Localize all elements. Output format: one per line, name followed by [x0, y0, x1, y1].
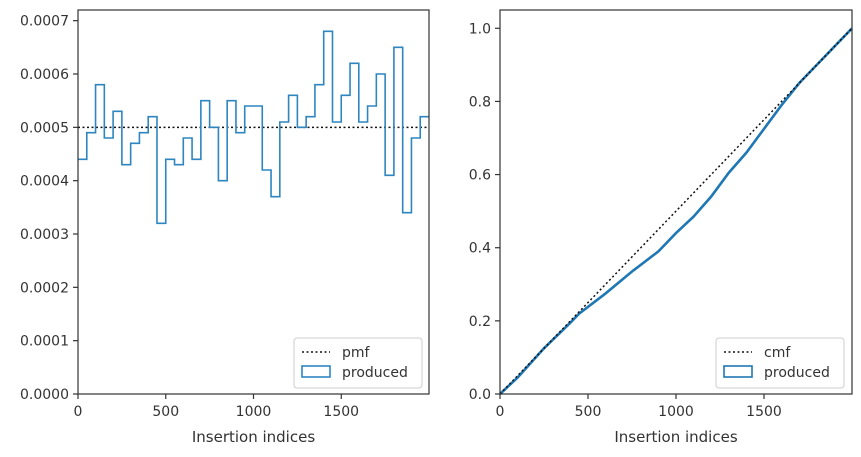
- y-tick-label: 1.0: [469, 21, 491, 37]
- y-tick-label: 0.0003: [20, 227, 69, 243]
- x-tick-label: 500: [152, 404, 179, 420]
- legend-produced-swatch: [723, 365, 753, 378]
- legend-produced-label: produced: [342, 365, 408, 381]
- produced-cumulative-line: [499, 27, 853, 395]
- legend-pmf-label: pmf: [342, 345, 371, 361]
- y-tick-label: 0.0000: [20, 387, 69, 403]
- y-tick-label: 0.0001: [20, 334, 69, 350]
- x-tick-label: 1500: [746, 404, 782, 420]
- cmf-panel: 0.0 0.2 0.4 0.6 0.8 1.0 0 500 1000 1500 Insertio…: [469, 9, 853, 446]
- y-tick-label: 0.0005: [20, 120, 69, 136]
- x-axis-ticks: 0 500 1000 1500: [496, 394, 782, 420]
- y-tick-label: 0.6: [469, 168, 491, 184]
- x-tick-label: 0: [496, 404, 505, 420]
- y-axis-ticks: 0.0 0.2 0.4 0.6 0.8 1.0: [469, 21, 500, 403]
- legend-box: [715, 337, 845, 389]
- cmf-reference-line: [499, 27, 853, 395]
- plot-area: [78, 10, 429, 394]
- axes-frame: [77, 9, 430, 395]
- y-tick-label: 0.2: [469, 314, 491, 330]
- x-axis-label: Insertion indices: [192, 428, 315, 446]
- y-axis-ticks: 0.0000 0.0001 0.0002 0.0003 0.0004 0.0005 0.00…: [20, 14, 78, 403]
- produced-histogram-step: [78, 30, 429, 225]
- axes-frame: [499, 9, 853, 395]
- y-tick-label: 0.4: [469, 241, 491, 257]
- legend-box: [293, 337, 423, 389]
- y-tick-label: 0.0004: [20, 174, 69, 190]
- y-tick-label: 0.0: [469, 387, 491, 403]
- legend: cmf produced: [715, 337, 845, 389]
- x-tick-label: 1500: [323, 404, 359, 420]
- y-tick-label: 0.0007: [20, 14, 69, 30]
- x-tick-label: 500: [575, 404, 602, 420]
- plot-area: [500, 10, 852, 394]
- pmf-panel: 0.0000 0.0001 0.0002 0.0003 0.0004 0.0005 0.00…: [20, 9, 430, 446]
- y-tick-label: 0.0006: [20, 67, 69, 83]
- x-axis-label: Insertion indices: [614, 428, 737, 446]
- legend: pmf produced: [293, 337, 423, 389]
- legend-cmf-label: cmf: [764, 345, 791, 361]
- legend-produced-label: produced: [764, 365, 830, 381]
- y-tick-label: 0.8: [469, 94, 491, 110]
- x-tick-label: 0: [74, 404, 83, 420]
- legend-produced-swatch: [301, 365, 331, 378]
- y-tick-label: 0.0002: [20, 280, 69, 296]
- x-axis-ticks: 0 500 1000 1500: [74, 394, 359, 420]
- x-tick-label: 1000: [236, 404, 272, 420]
- x-tick-label: 1000: [658, 404, 694, 420]
